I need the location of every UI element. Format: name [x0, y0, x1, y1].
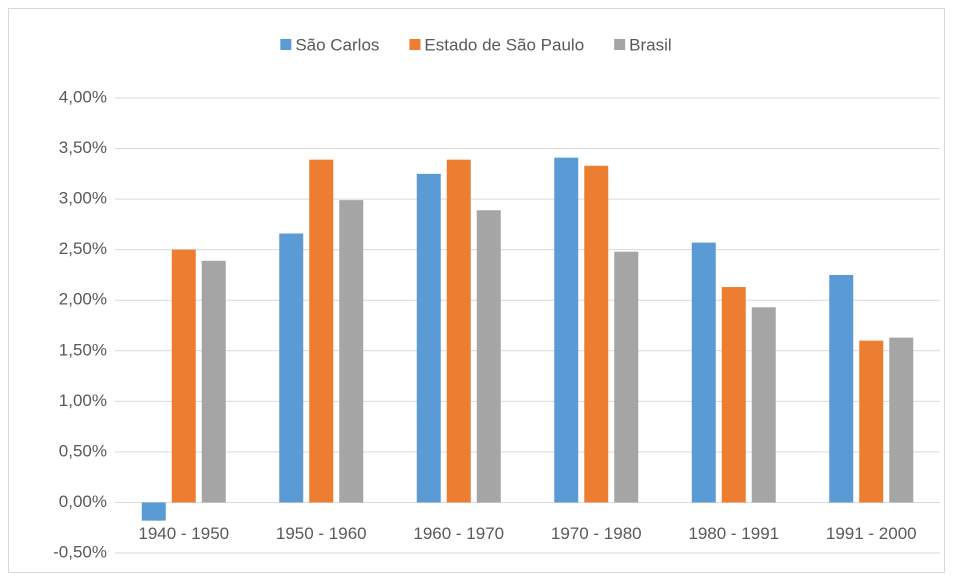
- bar: [614, 251, 639, 503]
- legend-label: São Carlos: [295, 35, 379, 54]
- x-tick-label: 1940 - 1950: [138, 524, 229, 543]
- bar: [309, 159, 334, 503]
- y-tick-label: 3,00%: [59, 189, 107, 208]
- bar: [339, 200, 364, 503]
- y-tick-label: 1,50%: [59, 340, 107, 359]
- bar: [691, 242, 716, 503]
- bar: [141, 502, 166, 521]
- y-tick-label: -0,50%: [53, 542, 107, 561]
- bar: [889, 337, 914, 503]
- legend-label: Estado de São Paulo: [424, 35, 584, 54]
- y-tick-label: 2,50%: [59, 239, 107, 258]
- y-tick-label: 4,00%: [59, 87, 107, 106]
- y-tick-label: 0,00%: [59, 492, 107, 511]
- y-tick-label: 3,50%: [59, 138, 107, 157]
- x-tick-label: 1970 - 1980: [551, 524, 642, 543]
- bar: [751, 307, 776, 503]
- bar: [721, 287, 746, 503]
- legend-swatch: [280, 39, 292, 50]
- bar: [829, 274, 854, 503]
- legend-swatch: [409, 39, 421, 50]
- x-tick-label: 1950 - 1960: [276, 524, 367, 543]
- y-tick-label: 1,00%: [59, 391, 107, 410]
- bar: [584, 165, 609, 503]
- x-tick-label: 1980 - 1991: [688, 524, 779, 543]
- bar: [201, 260, 226, 503]
- chart-border: [8, 8, 945, 573]
- y-tick-label: 2,00%: [59, 290, 107, 309]
- x-tick-label: 1960 - 1970: [413, 524, 504, 543]
- bar: [859, 340, 884, 503]
- legend-label: Brasil: [629, 35, 672, 54]
- y-tick-label: 0,50%: [59, 441, 107, 460]
- bar: [416, 173, 441, 503]
- bar: [171, 249, 196, 503]
- bar: [446, 159, 471, 503]
- bar: [554, 157, 579, 503]
- bar: [279, 233, 304, 503]
- legend-swatch: [614, 39, 626, 50]
- bar: [476, 210, 501, 503]
- x-tick-label: 1991 - 2000: [826, 524, 917, 543]
